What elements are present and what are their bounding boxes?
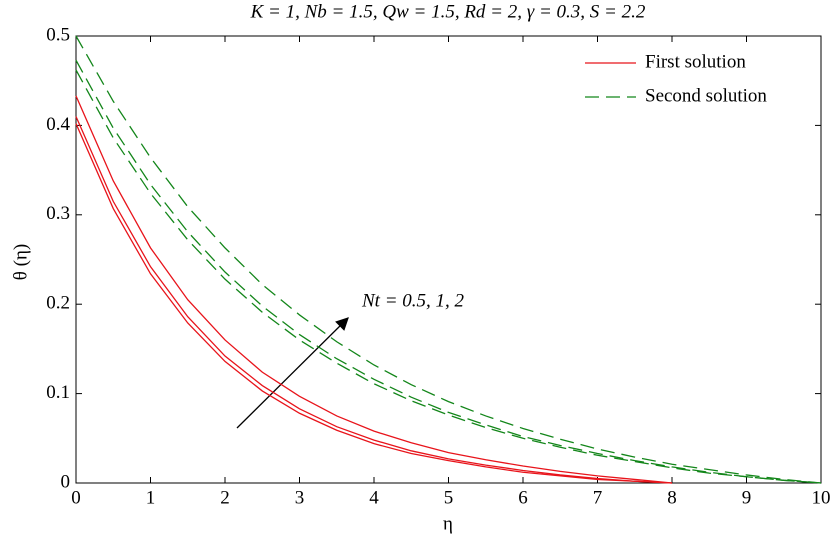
x-tick-label: 6 bbox=[518, 487, 528, 508]
series-line bbox=[75, 69, 822, 484]
series-line bbox=[75, 35, 822, 484]
legend-label: Second solution bbox=[645, 85, 767, 106]
legend-label: First solution bbox=[645, 51, 746, 72]
y-axis-label: θ (η) bbox=[10, 244, 31, 280]
series-line bbox=[75, 95, 673, 484]
y-tick-label: 0.4 bbox=[46, 114, 70, 135]
series-line bbox=[75, 123, 673, 484]
x-axis-label: η bbox=[443, 513, 453, 534]
x-tick-label: 0 bbox=[71, 487, 81, 508]
x-tick-label: 1 bbox=[146, 487, 156, 508]
arrow bbox=[236, 317, 349, 429]
y-tick-label: 0.3 bbox=[46, 203, 70, 224]
x-tick-label: 5 bbox=[444, 487, 454, 508]
x-tick-label: 2 bbox=[220, 487, 230, 508]
chart-title: K = 1, Nb = 1.5, Qw = 1.5, Rd = 2, γ = 0… bbox=[250, 1, 646, 22]
y-tick-label: 0 bbox=[61, 471, 71, 492]
y-tick-label: 0.5 bbox=[46, 24, 70, 45]
x-tick-label: 4 bbox=[369, 487, 379, 508]
series-line bbox=[75, 116, 673, 484]
x-tick-label: 3 bbox=[295, 487, 305, 508]
x-tick-label: 9 bbox=[742, 487, 752, 508]
y-tick-label: 0.1 bbox=[46, 382, 70, 403]
y-tick-label: 0.2 bbox=[46, 293, 70, 314]
annotation: Nt = 0.5, 1, 2 bbox=[361, 290, 465, 311]
x-tick-label: 8 bbox=[667, 487, 677, 508]
x-tick-label: 7 bbox=[593, 487, 603, 508]
x-tick-label: 10 bbox=[812, 487, 831, 508]
series-line bbox=[75, 59, 822, 484]
